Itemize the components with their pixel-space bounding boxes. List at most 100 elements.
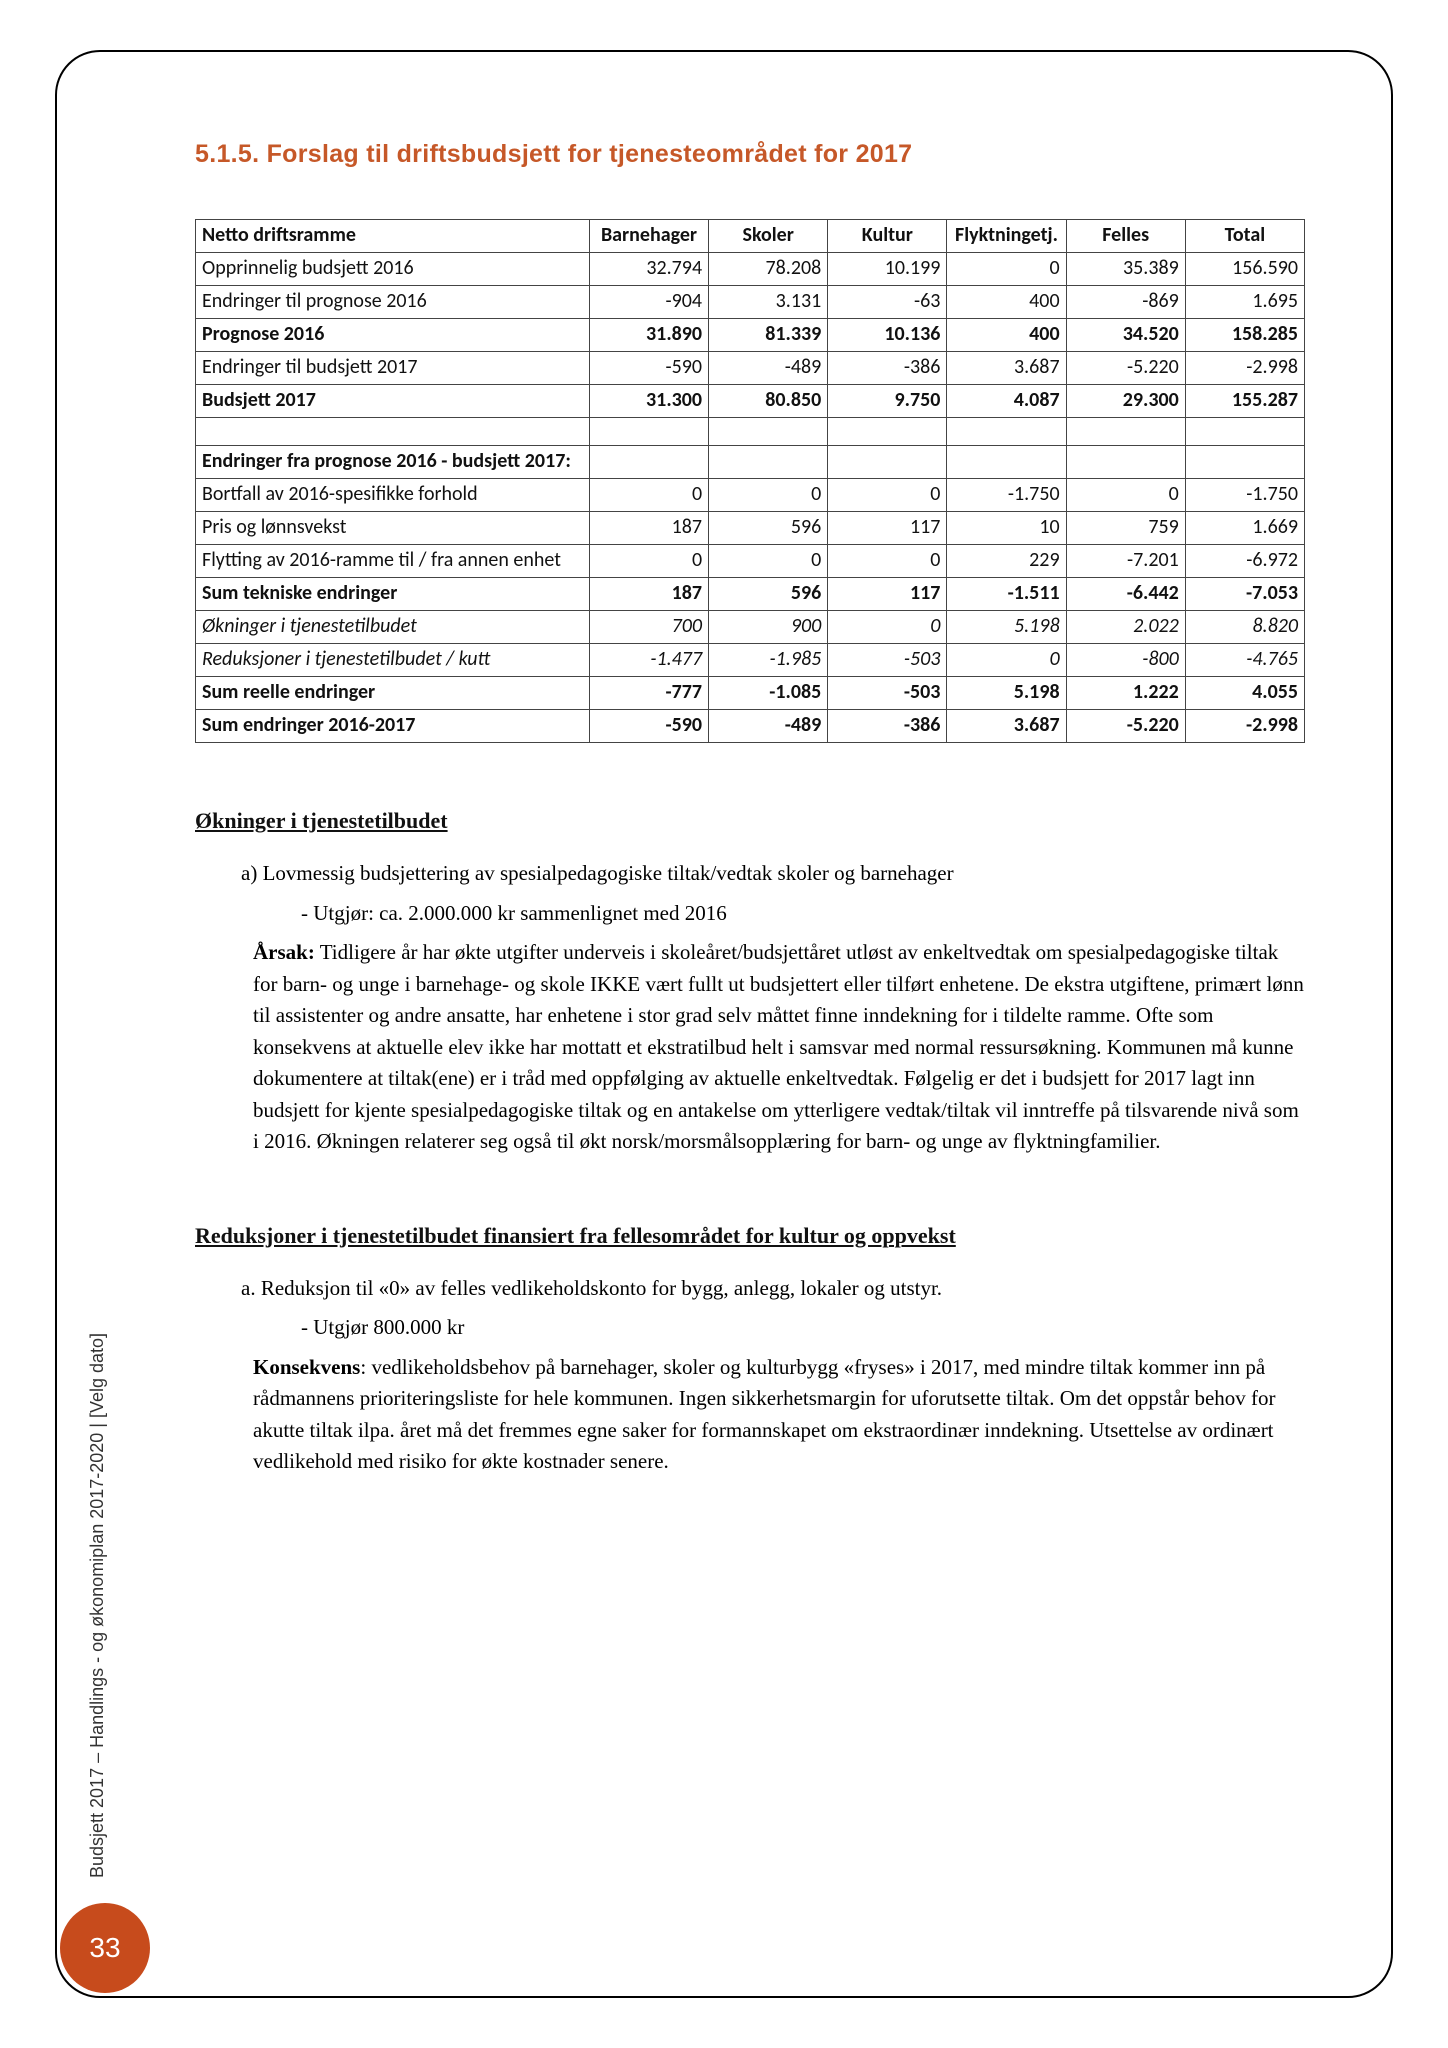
- row-value: -1.750: [1185, 479, 1304, 512]
- row-value: -386: [828, 710, 947, 743]
- row-value: 0: [589, 545, 708, 578]
- row-label: Reduksjoner i tjenestetilbudet / kutt: [196, 644, 590, 677]
- row-value: 759: [1066, 512, 1185, 545]
- row-value: -489: [709, 710, 828, 743]
- row-label: Budsjett 2017: [196, 385, 590, 418]
- row-value: -800: [1066, 644, 1185, 677]
- row-value: -904: [589, 286, 708, 319]
- page-number-badge: 33: [60, 1903, 150, 1993]
- row-value: 0: [947, 644, 1066, 677]
- section-title: 5.1.5. Forslag til driftsbudsjett for tj…: [195, 140, 1305, 169]
- row-value: 400: [947, 286, 1066, 319]
- row-value: -777: [589, 677, 708, 710]
- row-value: -7.201: [1066, 545, 1185, 578]
- row-value: -590: [589, 352, 708, 385]
- row-value: -869: [1066, 286, 1185, 319]
- row-value: 156.590: [1185, 253, 1304, 286]
- row-label: Økninger i tjenestetilbudet: [196, 611, 590, 644]
- budget-table: Netto driftsramme Barnehager Skoler Kult…: [195, 219, 1305, 743]
- row-value: 31.890: [589, 319, 708, 352]
- row-value: 5.198: [947, 611, 1066, 644]
- table-subhead: Endringer fra prognose 2016 - budsjett 2…: [196, 446, 590, 479]
- row-value: -2.998: [1185, 710, 1304, 743]
- row-value: 4.055: [1185, 677, 1304, 710]
- row-value: -63: [828, 286, 947, 319]
- row-label: Prognose 2016: [196, 319, 590, 352]
- row-value: 158.285: [1185, 319, 1304, 352]
- row-value: 1.222: [1066, 677, 1185, 710]
- row-value: 187: [589, 578, 708, 611]
- table-row: Endringer til prognose 2016-9043.131-634…: [196, 286, 1305, 319]
- row-value: 187: [589, 512, 708, 545]
- table-row: Prognose 201631.89081.33910.13640034.520…: [196, 319, 1305, 352]
- arsak-text: Tidligere år har økte utgifter underveis…: [253, 940, 1304, 1153]
- row-label: Flytting av 2016-ramme til / fra annen e…: [196, 545, 590, 578]
- row-value: -4.765: [1185, 644, 1304, 677]
- table-row: Bortfall av 2016-spesifikke forhold000-1…: [196, 479, 1305, 512]
- col-skoler: Skoler: [709, 220, 828, 253]
- main-content: 5.1.5. Forslag til driftsbudsjett for tj…: [195, 140, 1305, 1486]
- row-label: Pris og lønnsvekst: [196, 512, 590, 545]
- table-row: Endringer til budsjett 2017-590-489-3863…: [196, 352, 1305, 385]
- col-total: Total: [1185, 220, 1304, 253]
- row-value: 1.669: [1185, 512, 1304, 545]
- table-header-row: Netto driftsramme Barnehager Skoler Kult…: [196, 220, 1305, 253]
- row-value: 1.695: [1185, 286, 1304, 319]
- row-value: -503: [828, 677, 947, 710]
- row-value: 3.131: [709, 286, 828, 319]
- reduksjoner-utgjor: - Utgjør 800.000 kr: [301, 1312, 1305, 1344]
- row-value: 35.389: [1066, 253, 1185, 286]
- row-value: 10.136: [828, 319, 947, 352]
- okninger-arsak: Årsak: Tidligere år har økte utgifter un…: [253, 937, 1305, 1158]
- row-value: 3.687: [947, 352, 1066, 385]
- row-value: -1.511: [947, 578, 1066, 611]
- konsekvens-text: : vedlikeholdsbehov på barnehager, skole…: [253, 1355, 1276, 1474]
- row-value: 0: [947, 253, 1066, 286]
- col-flyktning: Flyktningetj.: [947, 220, 1066, 253]
- row-value: 0: [828, 479, 947, 512]
- col-barnehager: Barnehager: [589, 220, 708, 253]
- row-value: -1.085: [709, 677, 828, 710]
- reduksjoner-konsekvens: Konsekvens: vedlikeholdsbehov på barneha…: [253, 1352, 1305, 1478]
- row-value: 0: [589, 479, 708, 512]
- row-value: -489: [709, 352, 828, 385]
- okninger-item-a: a) Lovmessig budsjettering av spesialped…: [241, 858, 1305, 890]
- table-row: Økninger i tjenestetilbudet70090005.1982…: [196, 611, 1305, 644]
- row-value: 31.300: [589, 385, 708, 418]
- row-value: -2.998: [1185, 352, 1304, 385]
- row-value: 117: [828, 512, 947, 545]
- row-value: 900: [709, 611, 828, 644]
- row-value: -6.442: [1066, 578, 1185, 611]
- row-value: 5.198: [947, 677, 1066, 710]
- row-value: -590: [589, 710, 708, 743]
- row-label: Sum tekniske endringer: [196, 578, 590, 611]
- row-label: Sum reelle endringer: [196, 677, 590, 710]
- row-label: Bortfall av 2016-spesifikke forhold: [196, 479, 590, 512]
- row-value: 596: [709, 578, 828, 611]
- row-value: 81.339: [709, 319, 828, 352]
- row-value: -5.220: [1066, 710, 1185, 743]
- col-felles: Felles: [1066, 220, 1185, 253]
- row-value: 4.087: [947, 385, 1066, 418]
- row-label: Endringer til budsjett 2017: [196, 352, 590, 385]
- okninger-utgjor: - Utgjør: ca. 2.000.000 kr sammenlignet …: [301, 898, 1305, 930]
- row-value: 3.687: [947, 710, 1066, 743]
- row-value: 10: [947, 512, 1066, 545]
- table-row: Pris og lønnsvekst187596117107591.669: [196, 512, 1305, 545]
- row-value: 400: [947, 319, 1066, 352]
- table-row: Budsjett 201731.30080.8509.7504.08729.30…: [196, 385, 1305, 418]
- row-value: 0: [709, 479, 828, 512]
- row-label: Sum endringer 2016-2017: [196, 710, 590, 743]
- row-value: 29.300: [1066, 385, 1185, 418]
- row-value: 2.022: [1066, 611, 1185, 644]
- table-spacer: [196, 418, 1305, 446]
- row-value: 117: [828, 578, 947, 611]
- sidebar-caption: Budsjett 2017 – Handlings - og økonomipl…: [87, 1333, 108, 1878]
- row-value: -5.220: [1066, 352, 1185, 385]
- table-row: Sum endringer 2016-2017-590-489-3863.687…: [196, 710, 1305, 743]
- row-value: 596: [709, 512, 828, 545]
- row-value: -7.053: [1185, 578, 1304, 611]
- reduksjoner-heading: Reduksjoner i tjenestetilbudet finansier…: [195, 1223, 1305, 1249]
- table-row: Sum tekniske endringer187596117-1.511-6.…: [196, 578, 1305, 611]
- table-row: Reduksjoner i tjenestetilbudet / kutt-1.…: [196, 644, 1305, 677]
